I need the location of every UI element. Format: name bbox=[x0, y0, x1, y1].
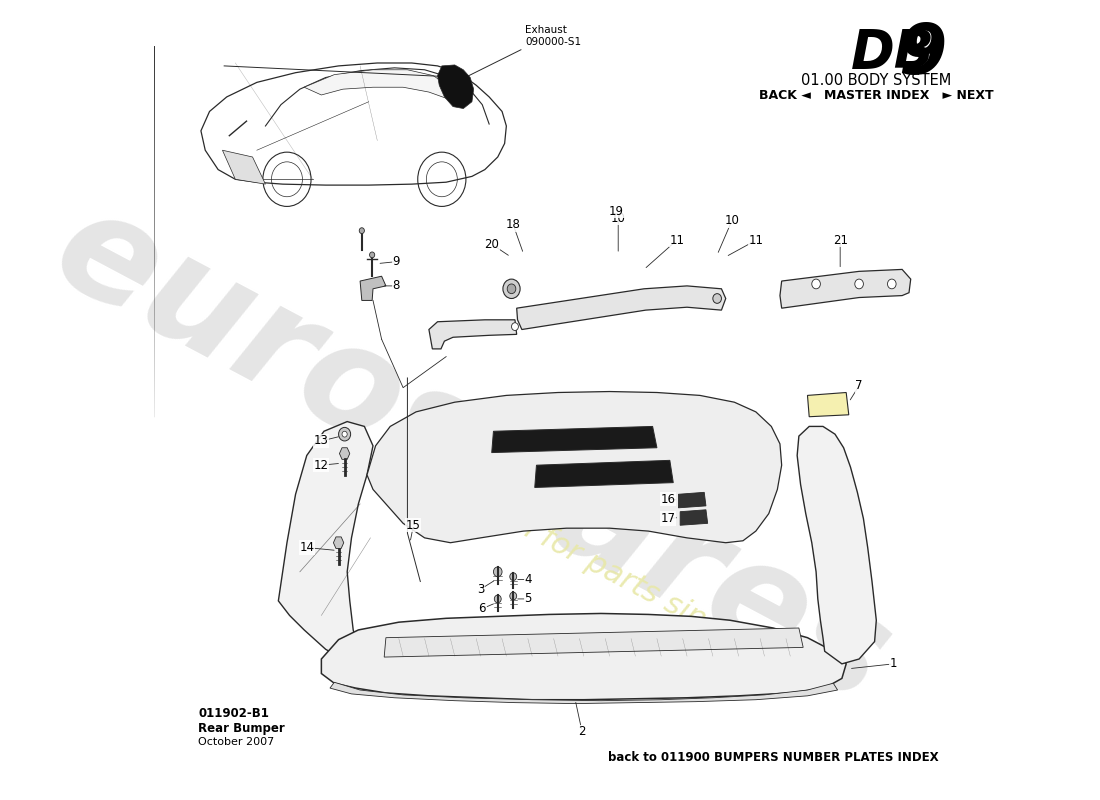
Text: 011902-B1: 011902-B1 bbox=[198, 707, 270, 721]
Text: 10: 10 bbox=[724, 214, 739, 227]
Polygon shape bbox=[333, 537, 343, 549]
Text: 7: 7 bbox=[856, 379, 862, 392]
Circle shape bbox=[855, 279, 864, 289]
Polygon shape bbox=[492, 426, 657, 453]
Text: 11: 11 bbox=[669, 234, 684, 247]
Text: 12: 12 bbox=[314, 458, 329, 472]
Text: 6: 6 bbox=[478, 602, 486, 615]
Text: back to 011900 BUMPERS NUMBER PLATES INDEX: back to 011900 BUMPERS NUMBER PLATES IND… bbox=[608, 751, 938, 764]
Text: Exhaust
090000-S1: Exhaust 090000-S1 bbox=[526, 25, 582, 46]
Polygon shape bbox=[798, 426, 877, 664]
Text: Rear Bumper: Rear Bumper bbox=[198, 722, 285, 735]
Text: 4: 4 bbox=[524, 573, 531, 586]
Polygon shape bbox=[278, 422, 373, 659]
Polygon shape bbox=[340, 448, 350, 459]
Text: 16: 16 bbox=[661, 493, 675, 506]
Text: 01.00 BODY SYSTEM: 01.00 BODY SYSTEM bbox=[801, 73, 952, 88]
Polygon shape bbox=[384, 628, 803, 657]
Text: 20: 20 bbox=[484, 238, 499, 250]
Text: 19: 19 bbox=[609, 205, 624, 218]
Text: 13: 13 bbox=[314, 434, 329, 447]
Text: 8: 8 bbox=[393, 279, 400, 292]
Text: 9: 9 bbox=[393, 255, 400, 268]
Text: BACK ◄   MASTER INDEX   ► NEXT: BACK ◄ MASTER INDEX ► NEXT bbox=[759, 89, 993, 102]
Circle shape bbox=[494, 567, 502, 577]
Text: a passion for parts since 1985: a passion for parts since 1985 bbox=[399, 450, 820, 693]
Circle shape bbox=[812, 279, 821, 289]
Text: October 2007: October 2007 bbox=[198, 737, 275, 746]
Circle shape bbox=[342, 431, 348, 437]
Text: eurospares: eurospares bbox=[32, 177, 912, 734]
Circle shape bbox=[713, 294, 722, 303]
Text: 18: 18 bbox=[506, 218, 520, 231]
Text: 9: 9 bbox=[898, 22, 946, 88]
Polygon shape bbox=[679, 492, 706, 508]
Text: DB: DB bbox=[850, 27, 935, 79]
Polygon shape bbox=[780, 270, 911, 308]
Polygon shape bbox=[517, 286, 726, 330]
Polygon shape bbox=[360, 276, 386, 301]
Text: 2: 2 bbox=[579, 725, 586, 738]
Polygon shape bbox=[367, 391, 782, 542]
Text: 21: 21 bbox=[833, 234, 848, 247]
Polygon shape bbox=[535, 460, 673, 487]
Text: 17: 17 bbox=[661, 512, 675, 525]
Circle shape bbox=[370, 252, 375, 258]
Circle shape bbox=[360, 228, 364, 234]
Circle shape bbox=[507, 284, 516, 294]
Text: 14: 14 bbox=[299, 541, 315, 554]
Polygon shape bbox=[222, 150, 265, 184]
Text: 15: 15 bbox=[406, 518, 421, 532]
Circle shape bbox=[339, 427, 351, 441]
Circle shape bbox=[509, 573, 517, 581]
Polygon shape bbox=[429, 320, 517, 349]
Circle shape bbox=[888, 279, 896, 289]
Polygon shape bbox=[680, 510, 707, 526]
Circle shape bbox=[494, 595, 502, 603]
Text: 5: 5 bbox=[525, 593, 531, 606]
Polygon shape bbox=[321, 614, 846, 700]
Text: 11: 11 bbox=[748, 234, 763, 247]
Polygon shape bbox=[438, 65, 474, 109]
Text: 10: 10 bbox=[610, 211, 626, 225]
Circle shape bbox=[509, 592, 517, 600]
Text: 3: 3 bbox=[477, 582, 484, 596]
Polygon shape bbox=[305, 70, 453, 99]
Polygon shape bbox=[330, 682, 837, 703]
Circle shape bbox=[512, 322, 518, 330]
Polygon shape bbox=[807, 393, 849, 417]
Text: 1: 1 bbox=[890, 658, 898, 670]
Circle shape bbox=[503, 279, 520, 298]
